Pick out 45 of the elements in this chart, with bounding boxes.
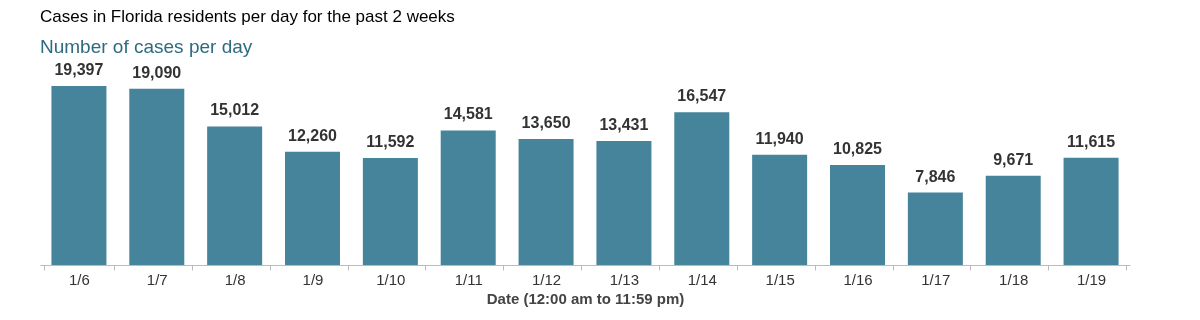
x-tick-label: 1/7 — [146, 270, 168, 288]
x-tick-label: 1/19 — [1076, 270, 1107, 288]
data-label: 10,825 — [833, 140, 883, 158]
bar — [362, 158, 418, 265]
data-label: 11,940 — [755, 129, 804, 147]
data-label: 19,090 — [132, 63, 182, 81]
data-label: 9,671 — [993, 150, 1034, 168]
x-axis-title: Date (12:00 am to 11:59 pm) — [486, 289, 685, 307]
bar — [1063, 157, 1119, 265]
x-tick-label: 1/10 — [376, 270, 406, 288]
x-tick-label: 1/15 — [765, 270, 795, 288]
x-tick-label: 1/8 — [224, 270, 246, 288]
x-tick-label: 1/14 — [687, 270, 717, 288]
data-label: 13,431 — [599, 116, 649, 134]
x-tick-label: 1/18 — [999, 270, 1029, 288]
data-label: 13,650 — [521, 114, 571, 132]
data-label: 14,581 — [443, 105, 493, 123]
x-tick-label: 1/9 — [302, 270, 324, 288]
bar — [907, 192, 963, 265]
x-tick-label: 1/17 — [921, 270, 951, 288]
data-label: 12,260 — [288, 126, 338, 144]
x-tick-label: 1/16 — [843, 270, 873, 288]
bar — [440, 130, 496, 265]
bar — [207, 126, 263, 265]
x-tick-label: 1/6 — [69, 270, 90, 288]
chart-subtitle: Number of cases per day — [40, 36, 253, 57]
data-label: 19,397 — [54, 61, 104, 78]
bar — [596, 141, 652, 265]
x-tick-label: 1/11 — [454, 270, 483, 288]
bar — [51, 86, 107, 265]
x-tick-label: 1/13 — [609, 270, 640, 288]
data-label: 7,846 — [915, 167, 956, 185]
bar — [518, 139, 574, 265]
data-label: 11,615 — [1067, 132, 1116, 150]
chart-title: Cases in Florida residents per day for the past 2 weeks — [40, 7, 455, 26]
bar — [830, 165, 885, 265]
bar — [674, 112, 730, 265]
data-label: 16,547 — [677, 87, 727, 105]
bar — [129, 88, 185, 265]
bar — [985, 175, 1041, 265]
bar — [285, 151, 340, 265]
bar — [752, 154, 808, 265]
data-label: 11,592 — [366, 133, 415, 151]
x-tick-label: 1/12 — [531, 270, 562, 288]
data-label: 15,012 — [210, 101, 260, 119]
